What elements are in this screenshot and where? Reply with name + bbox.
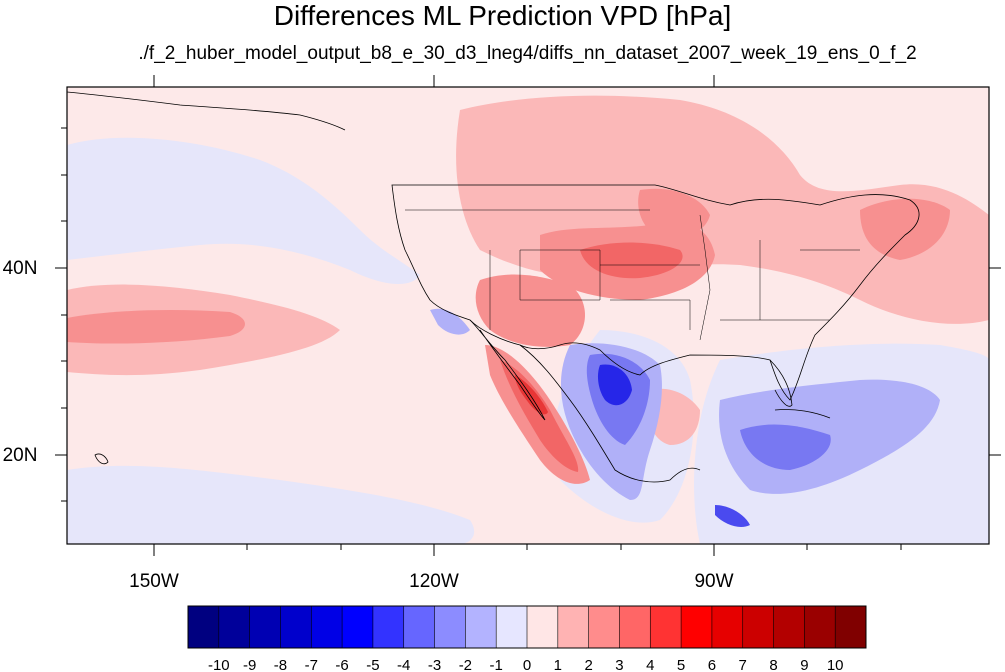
colorbar-label: 1: [554, 657, 562, 672]
florida: [769, 359, 793, 407]
colorbar-swatch: [434, 606, 466, 648]
field-contours: [67, 87, 989, 544]
southwest-red: [475, 274, 585, 347]
colorbar-swatch: [311, 606, 343, 648]
colorbar-label: -6: [335, 657, 348, 672]
colorbar-swatch: [249, 606, 281, 648]
colorbar-label: 5: [677, 657, 685, 672]
lat-label-40n: 40N: [3, 258, 38, 279]
map-title: Differences ML Prediction VPD [hPa]: [273, 0, 732, 31]
colorbar-label: -3: [428, 657, 441, 672]
colorbar-swatch: [804, 606, 836, 648]
pacific-red-core: [67, 310, 245, 344]
colorbar-swatch: [342, 606, 374, 648]
colorbar-label: 4: [646, 657, 654, 672]
colorbar-swatch: [681, 606, 713, 648]
colorbar-label: -8: [274, 657, 287, 672]
colorbar-swatch: [403, 606, 435, 648]
lat-label-20n: 20N: [3, 445, 38, 466]
colorbar-label: 9: [800, 657, 808, 672]
northern-plains-red: [638, 188, 710, 237]
colorbar-swatch: [650, 606, 682, 648]
central-america-blue: [715, 505, 750, 527]
california-coast-blue: [430, 308, 470, 335]
colorbar-label: 7: [739, 657, 747, 672]
colorbar-swatch: [372, 606, 405, 648]
colorbar-swatch: [588, 606, 620, 648]
border-co: [519, 249, 601, 301]
alaska-islands: [67, 91, 346, 131]
colorbar-swatch: [465, 606, 497, 648]
colorbar-swatch: [188, 606, 220, 648]
colorbar-swatch: [280, 606, 312, 648]
colorbar-swatch: [835, 606, 867, 648]
colorbar-label: -9: [243, 657, 256, 672]
baja-california: [469, 319, 546, 421]
plains-strong-red: [580, 242, 683, 279]
colorbar-label: -10: [208, 657, 230, 672]
colorbar-label: -5: [366, 657, 379, 672]
map-subtitle: ./f_2_huber_model_output_b8_e_30_d3_lneg…: [138, 43, 917, 64]
caribbean-blue-core: [740, 424, 831, 470]
colorbar-label: 6: [708, 657, 716, 672]
colorbar-label: -2: [459, 657, 472, 672]
gulf-red: [648, 388, 700, 445]
lon-label-120w: 120W: [409, 571, 459, 592]
colorbar-frame: [187, 605, 867, 649]
border-mississippi: [699, 214, 711, 341]
colorbar-swatch: [619, 606, 651, 648]
colorbar-label: 10: [827, 657, 844, 672]
lon-label-90w: 90W: [694, 571, 733, 592]
colorbar-swatch: [496, 606, 528, 648]
colorbar-swatch: [557, 606, 589, 648]
hawaii: [94, 453, 109, 465]
colorbar-label: -1: [490, 657, 503, 672]
colorbar-swatch: [773, 606, 805, 648]
colorbar-swatch: [527, 606, 559, 648]
colorbar-swatch: [742, 606, 774, 648]
state-borders: [405, 209, 860, 341]
colorbar-label: 2: [584, 657, 592, 672]
colorbar-swatch: [218, 606, 250, 648]
northeast-red: [860, 198, 950, 260]
colorbar-label: -4: [397, 657, 410, 672]
colorbar-swatch: [711, 606, 744, 648]
colorbar-label: 0: [523, 657, 531, 672]
colorbar: -10 -9 -8 -7 -6 -5 -4 -3 -2 -1 0 1 2 3 4 5 6 7 8 9 10: [187, 605, 867, 672]
mexico-blue-deep: [597, 364, 632, 406]
coastlines: [67, 91, 920, 483]
axis-ticks: [55, 75, 1001, 556]
colorbar-label: 3: [615, 657, 623, 672]
pacific-light-blue-west: [67, 137, 420, 285]
lon-label-150w: 150W: [129, 571, 179, 592]
pacific-light-blue-south: [67, 465, 475, 544]
border-ok-tx: [610, 299, 691, 330]
us-outline: [391, 184, 920, 401]
colorbar-label: 8: [769, 657, 777, 672]
cuba: [774, 409, 831, 419]
colorbar-label: -7: [305, 657, 318, 672]
mexico-mainland: [519, 344, 701, 483]
